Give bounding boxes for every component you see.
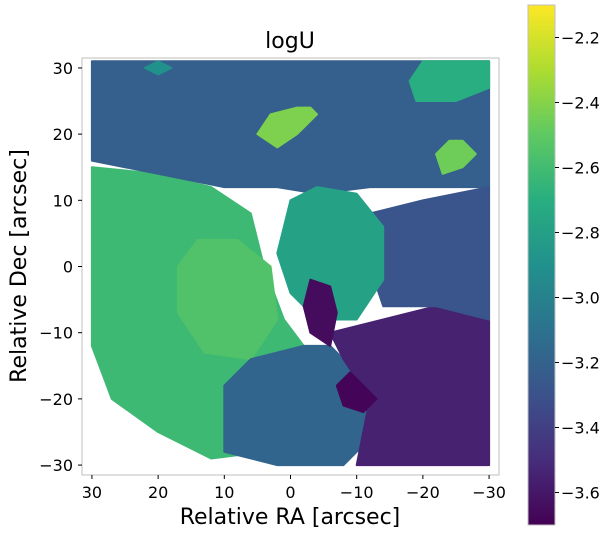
y-tick-label: 0: [63, 258, 73, 277]
colorbar-tick-label: −3.0: [561, 289, 600, 308]
x-tick-label: 30: [82, 483, 102, 502]
colorbar: [527, 4, 556, 526]
x-tick-label: −30: [472, 483, 506, 502]
x-tick-group: 30 20 10 0 −10 −20 −30: [82, 475, 506, 502]
map-region-northeast-blob: [143, 60, 173, 76]
y-tick-label: −20: [39, 390, 73, 409]
colorbar-tick-label: −2.2: [561, 29, 600, 48]
colorbar-tick-label: −2.4: [561, 94, 600, 113]
colorbar-tick-label: −2.6: [561, 159, 600, 178]
map-region-north-blob: [256, 106, 318, 149]
y-tick-label: 30: [53, 59, 73, 78]
map-region-layer: [90, 60, 491, 467]
colorbar-tick-label: −2.8: [561, 224, 600, 243]
y-tick-label: 10: [53, 191, 73, 210]
x-tick-label: 0: [285, 483, 295, 502]
map-region-southwest-dark-blob: [335, 371, 378, 414]
map-region-nucleus: [302, 278, 338, 347]
x-tick-label: −20: [406, 483, 440, 502]
x-tick-label: 20: [148, 483, 168, 502]
x-tick-label: −10: [340, 483, 374, 502]
y-tick-label: −10: [39, 324, 73, 343]
x-tick-label: 10: [214, 483, 234, 502]
map-region-northwest-blob: [435, 139, 477, 175]
x-axis-label: Relative RA [arcsec]: [180, 505, 401, 530]
colorbar-tick-label: −3.2: [561, 354, 600, 373]
map-region-west-region: [368, 186, 491, 321]
y-axis-label: Relative Dec [arcsec]: [7, 149, 32, 383]
chart-title: logU: [265, 29, 315, 54]
y-tick-group: −30 −20 −10 0 10 20 30: [39, 59, 82, 475]
colorbar-tick-group: −2.2 −2.4 −2.6 −2.8 −3.0 −3.2 −3.4 −3.6: [555, 29, 600, 503]
y-tick-label: 20: [53, 125, 73, 144]
map-region-central-region: [276, 186, 385, 321]
map-region-northwest-strip: [408, 60, 491, 102]
colorbar-tick-label: −3.6: [561, 484, 600, 503]
colorbar-tick-label: −3.4: [561, 419, 600, 438]
y-tick-label: −30: [39, 456, 73, 475]
